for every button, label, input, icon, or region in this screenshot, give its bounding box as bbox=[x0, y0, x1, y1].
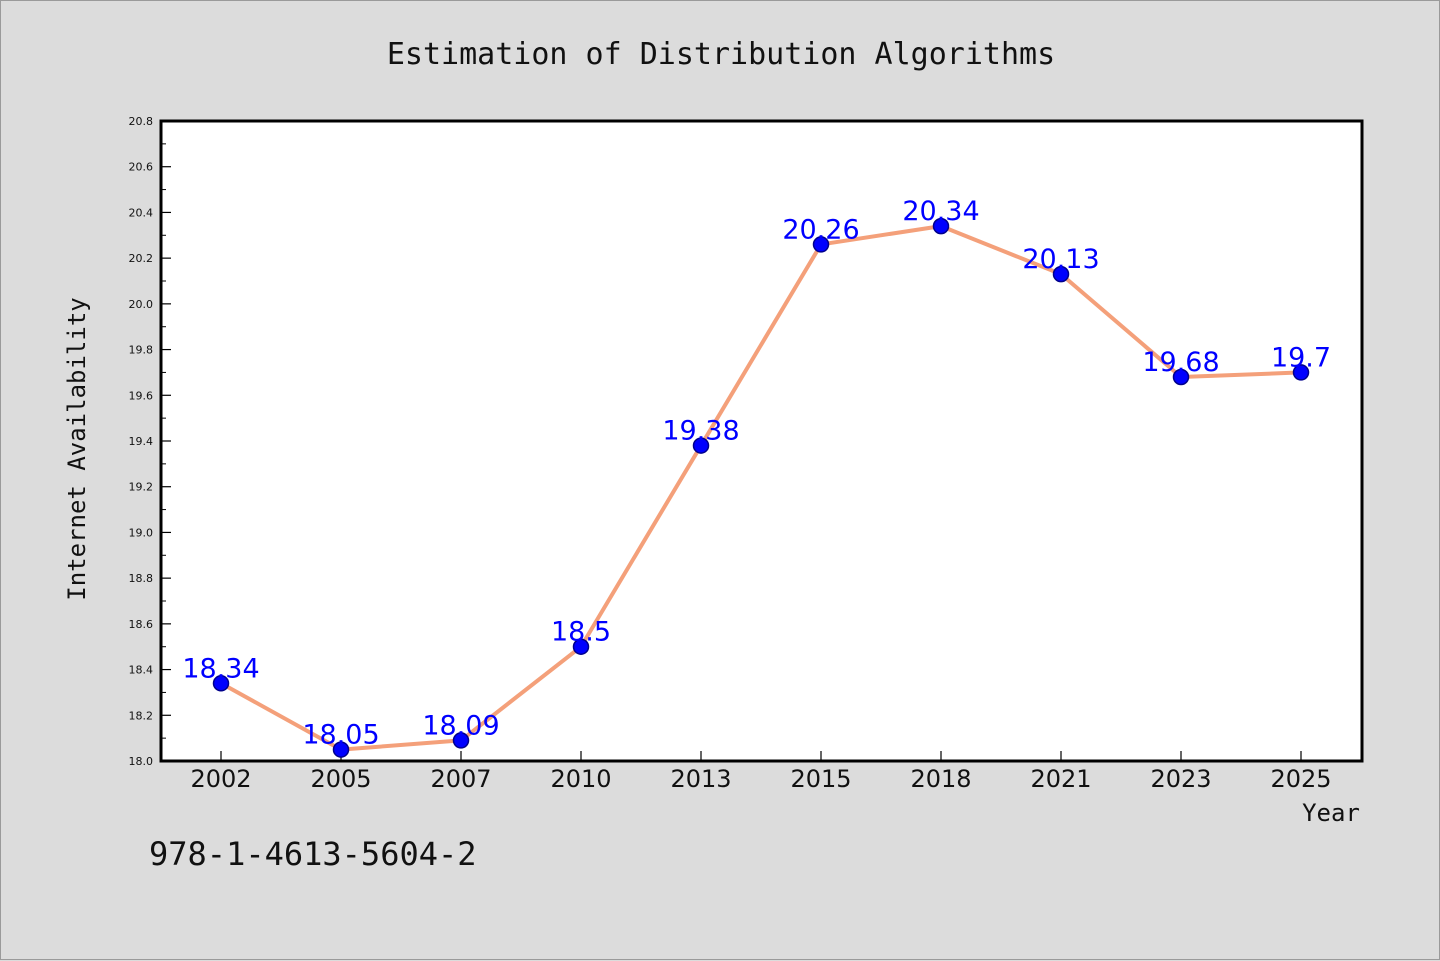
data-label: 20.34 bbox=[902, 196, 979, 227]
y-tick-label: 18.2 bbox=[129, 709, 154, 722]
data-label: 20.26 bbox=[782, 214, 859, 245]
data-label: 19.38 bbox=[662, 416, 739, 447]
x-tick-label: 2015 bbox=[790, 765, 851, 793]
y-tick-label: 20.0 bbox=[129, 298, 154, 311]
y-tick-label: 18.8 bbox=[129, 572, 154, 585]
y-axis: 18.0 18.2 18.4 18.6 18.8 19.0 19.2 19.4 19.6 19.8… bbox=[129, 115, 171, 768]
data-label: 18.09 bbox=[422, 710, 499, 741]
plot-area bbox=[159, 119, 1364, 763]
y-tick-label: 18.6 bbox=[129, 618, 154, 631]
data-point bbox=[1172, 368, 1190, 386]
data-point bbox=[212, 675, 230, 692]
data-point bbox=[692, 437, 710, 454]
chart-title: Estimation of Distribution Algorithms bbox=[387, 37, 1055, 72]
data-label: 18.05 bbox=[302, 720, 379, 751]
data-point bbox=[812, 236, 830, 253]
data-point bbox=[1052, 265, 1070, 283]
x-tick-label: 2010 bbox=[550, 765, 611, 793]
y-tick-label: 18.4 bbox=[129, 664, 154, 677]
x-tick-label: 2023 bbox=[1150, 765, 1211, 793]
data-point bbox=[452, 732, 470, 749]
y-tick-label: 20.8 bbox=[129, 115, 154, 128]
y-tick-label: 19.6 bbox=[129, 389, 154, 402]
x-tick-label: 2013 bbox=[670, 765, 731, 793]
x-tick-label: 2002 bbox=[190, 765, 251, 793]
y-tick-label: 18.0 bbox=[129, 755, 154, 768]
y-axis-label: Internet Availability bbox=[63, 297, 91, 600]
y-tick-label: 20.4 bbox=[129, 206, 154, 219]
data-label: 18.5 bbox=[551, 617, 611, 648]
x-tick-label: 2018 bbox=[910, 765, 971, 793]
x-tick-label: 2021 bbox=[1030, 765, 1091, 793]
isbn-text: 978-1-4613-5604-2 bbox=[149, 835, 477, 873]
data-label: 20.13 bbox=[1022, 244, 1099, 275]
data-label: 19.7 bbox=[1271, 342, 1331, 373]
y-tick-label: 19.8 bbox=[129, 344, 154, 357]
x-axis: 2002 2005 2007 2010 2013 2015 2018 2021 2023 2025 bbox=[190, 751, 1332, 793]
data-label: 18.34 bbox=[182, 653, 259, 684]
data-point bbox=[572, 638, 590, 655]
data-point bbox=[932, 217, 950, 235]
data-point bbox=[1292, 364, 1310, 381]
data-label: 19.68 bbox=[1142, 347, 1219, 378]
y-tick-label: 19.0 bbox=[129, 526, 154, 539]
x-tick-label: 2005 bbox=[310, 765, 371, 793]
x-tick-label: 2025 bbox=[1270, 765, 1331, 793]
series-line bbox=[220, 224, 1302, 752]
series-layer: 18.34 18.05 18.09 18.5 19.38 20.26 20.34 20.13 1… bbox=[182, 196, 1331, 758]
y-tick-label: 20.6 bbox=[129, 161, 154, 174]
y-tick-label: 19.4 bbox=[129, 435, 154, 448]
y-tick-label: 19.2 bbox=[129, 481, 154, 494]
y-tick-label: 20.2 bbox=[129, 252, 154, 265]
data-point bbox=[332, 741, 350, 758]
x-tick-label: 2007 bbox=[430, 765, 491, 793]
x-axis-label: Year bbox=[1302, 799, 1360, 827]
